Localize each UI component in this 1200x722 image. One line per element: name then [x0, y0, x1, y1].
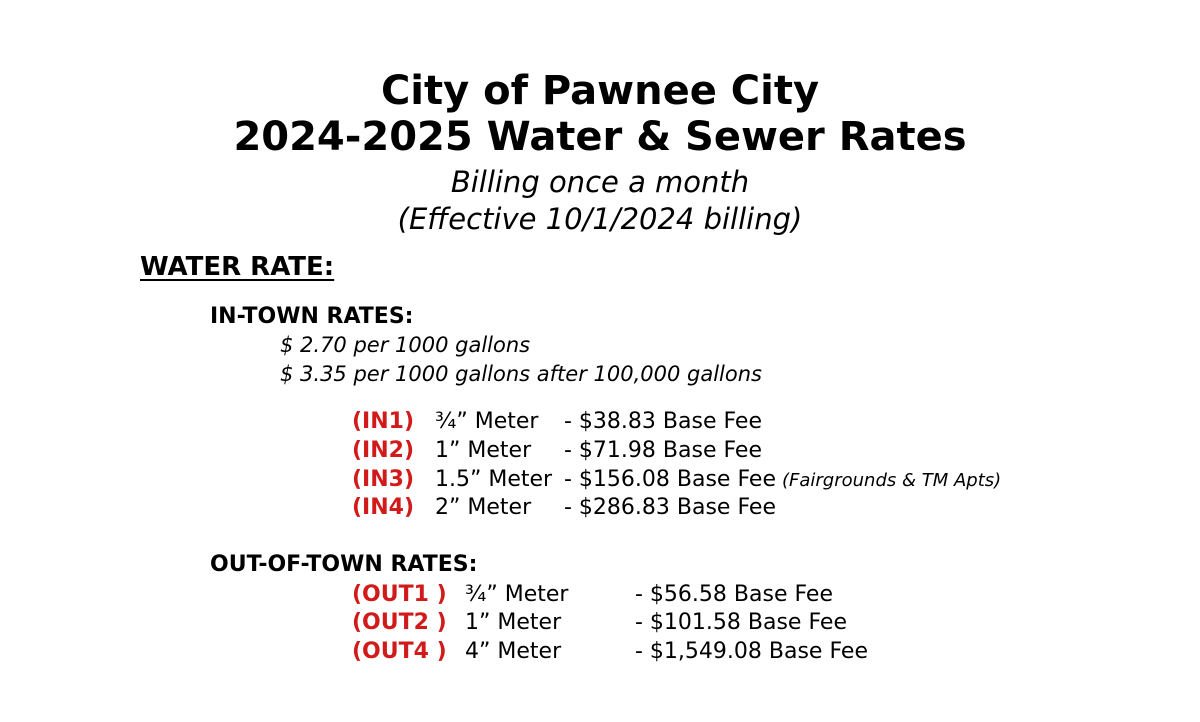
meter-code: (IN4) — [352, 495, 415, 520]
base-fee-amount: - $286.83 Base Fee — [564, 495, 776, 520]
in-town-rates-heading: IN-TOWN RATES: — [210, 304, 414, 329]
base-fee: - $101.58 Base Fee — [635, 610, 847, 635]
page-title-rates: 2024-2025 Water & Sewer Rates — [233, 114, 967, 160]
base-fee: - $56.58 Base Fee — [635, 582, 833, 607]
meter-code: (IN3) — [352, 467, 415, 492]
effective-date-subtitle: (Effective 10/1/2024 billing) — [397, 202, 803, 236]
fee-note: (Fairgrounds & TM Apts) — [782, 470, 1002, 491]
meter-size: 1” Meter — [465, 610, 562, 635]
in-town-rate-line: $ 2.70 per 1000 gallons — [280, 333, 531, 357]
base-fee-amount: - $156.08 Base Fee — [564, 467, 776, 492]
meter-size: 1” Meter — [435, 438, 532, 463]
billing-frequency-subtitle: Billing once a month — [450, 165, 750, 199]
meter-code: (OUT4 ) — [352, 639, 447, 664]
base-fee: - $38.83 Base Fee — [564, 408, 762, 436]
out-of-town-rates-heading: OUT-OF-TOWN RATES: — [210, 552, 478, 577]
meter-size: ¾” Meter — [435, 409, 539, 434]
meter-size: 4” Meter — [465, 639, 562, 664]
base-fee-amount: - $38.83 Base Fee — [564, 409, 762, 434]
base-fee: - $71.98 Base Fee — [564, 437, 762, 465]
meter-code: (OUT1 ) — [352, 582, 447, 607]
meter-size: 2” Meter — [435, 495, 532, 520]
meter-size: ¾” Meter — [465, 582, 569, 607]
base-fee: - $286.83 Base Fee — [564, 494, 776, 522]
base-fee: - $156.08 Base Fee (Fairgrounds & TM Apts… — [564, 466, 1001, 495]
base-fee: - $1,549.08 Base Fee — [635, 639, 868, 664]
page-title-city: City of Pawnee City — [380, 68, 820, 114]
in-town-rate-line: $ 3.35 per 1000 gallons after 100,000 ga… — [280, 362, 762, 386]
meter-code: (OUT2 ) — [352, 610, 447, 635]
meter-size: 1.5” Meter — [435, 467, 553, 492]
meter-code: (IN2) — [352, 438, 415, 463]
water-rate-heading: WATER RATE: — [140, 252, 335, 282]
meter-code: (IN1) — [352, 409, 415, 434]
base-fee-amount: - $71.98 Base Fee — [564, 438, 762, 463]
